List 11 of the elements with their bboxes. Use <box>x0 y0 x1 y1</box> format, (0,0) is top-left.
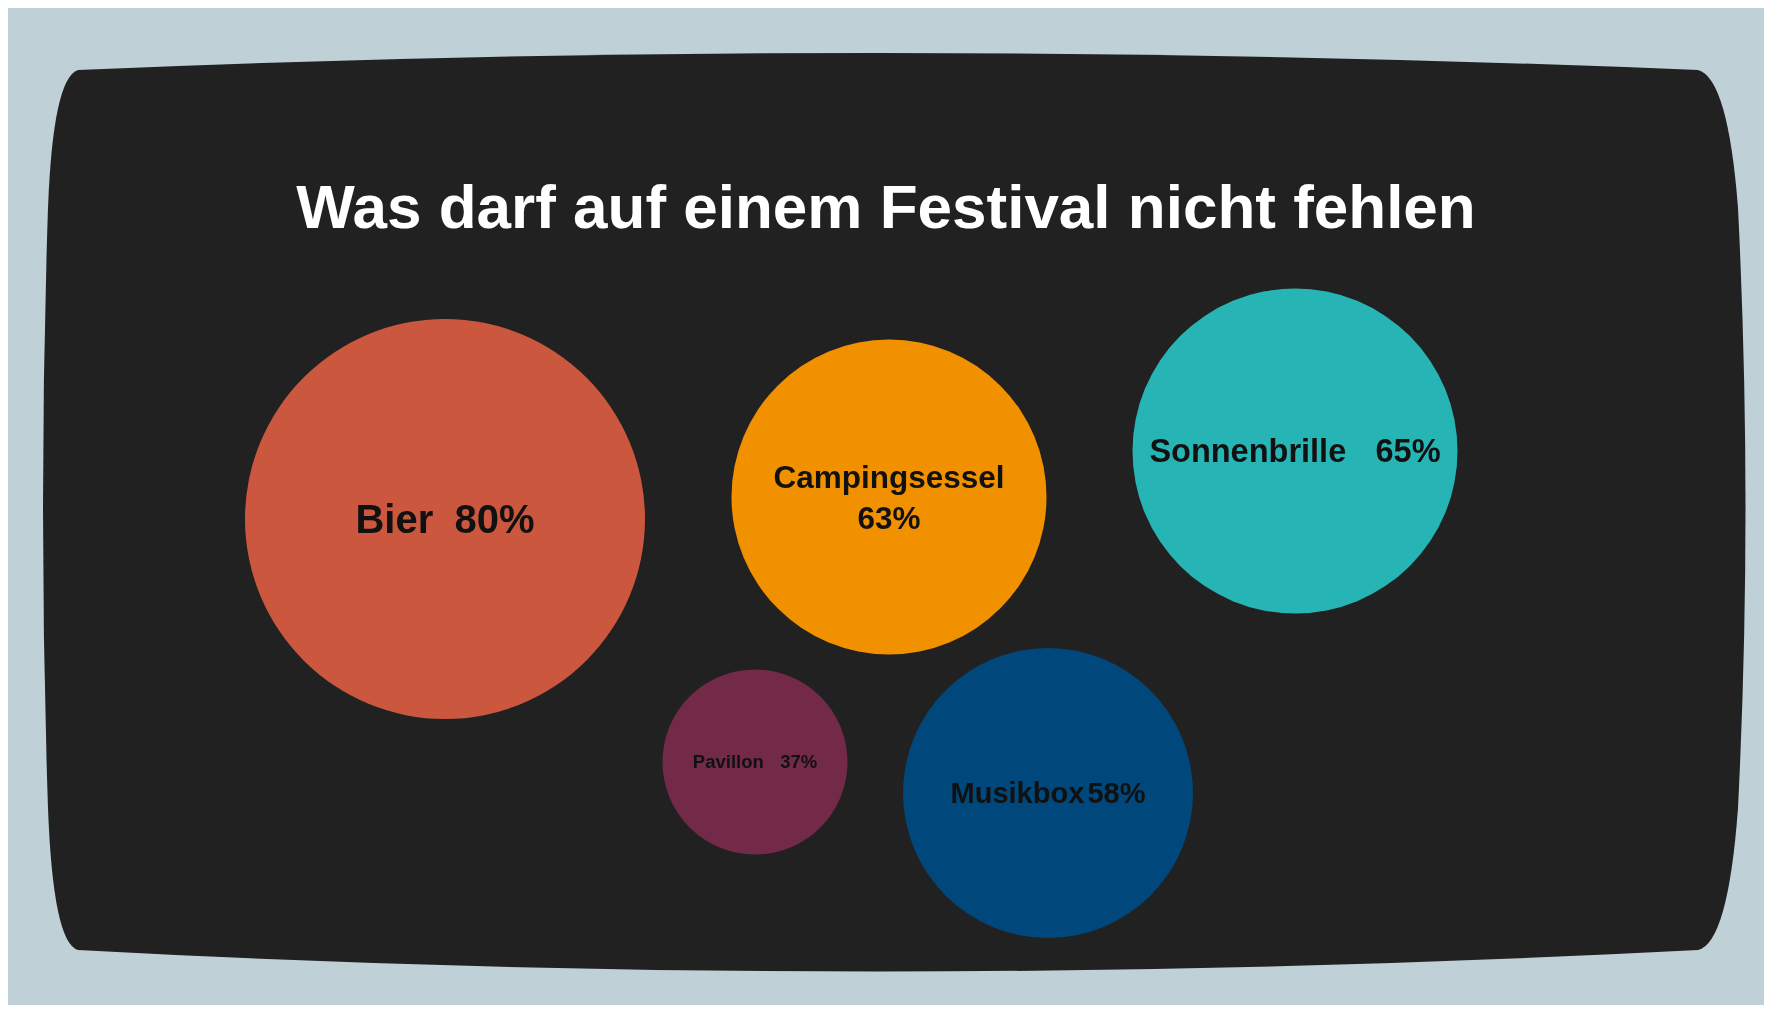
text: Was darf auf einem Festival nicht fehlen <box>296 172 1476 241</box>
data-label: 58% <box>1087 777 1146 810</box>
category-label: Bier <box>355 497 434 541</box>
data-label: 65% <box>1375 433 1441 470</box>
data-label: 37% <box>780 751 818 773</box>
category-label: Pavillon <box>692 751 764 773</box>
data-label: 63% <box>857 499 921 536</box>
data-label: 80% <box>454 497 535 541</box>
category-label: Sonnenbrille <box>1149 433 1347 470</box>
category-label: Campingsessel <box>773 458 1005 495</box>
category-label: Musikbox <box>950 777 1085 810</box>
